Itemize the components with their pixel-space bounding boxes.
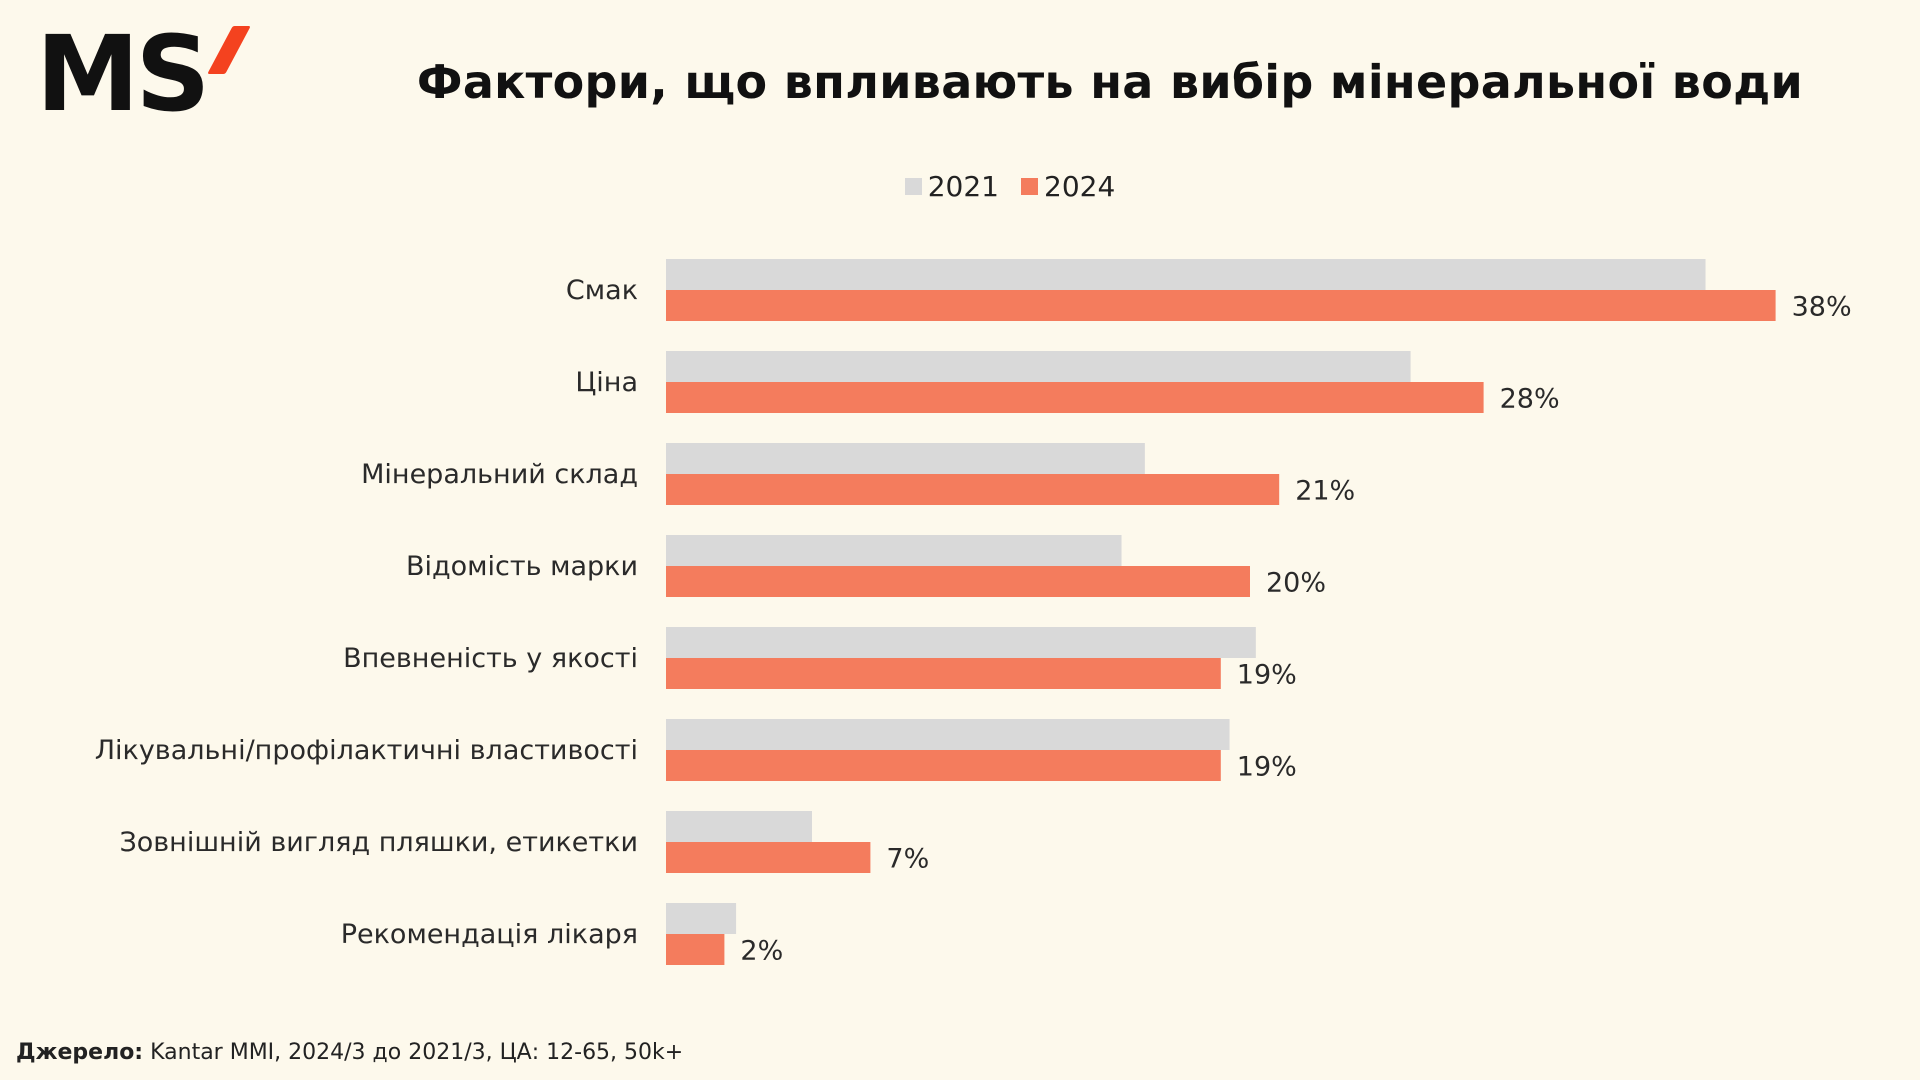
legend-item-2021: 2021 bbox=[904, 170, 999, 203]
value-label-2024-6: 7% bbox=[886, 844, 929, 875]
value-label-2024-0: 38% bbox=[1792, 292, 1852, 323]
chart-title: Фактори, що впливають на вибір мінеральн… bbox=[416, 55, 1804, 109]
bar-2021-7 bbox=[666, 903, 737, 934]
bar-2021-1 bbox=[666, 351, 1411, 382]
bar-2024-4 bbox=[666, 658, 1221, 689]
category-label-6: Зовнішній вигляд пляшки, етикетки bbox=[119, 827, 638, 858]
source-label: Джерело: bbox=[16, 1040, 144, 1065]
legend-label-2021: 2021 bbox=[927, 170, 999, 203]
legend-swatch-2024 bbox=[1021, 178, 1038, 195]
bar-2024-5 bbox=[666, 750, 1221, 781]
source-text: Kantar MMI, 2024/3 до 2021/3, ЦА: 12-65,… bbox=[150, 1040, 684, 1065]
bar-group-3: Відомість марки 20% bbox=[406, 535, 1326, 599]
bar-2021-3 bbox=[666, 535, 1122, 566]
bar-2024-2 bbox=[666, 474, 1280, 505]
bar-2024-7 bbox=[666, 934, 725, 965]
legend-label-2024: 2024 bbox=[1044, 170, 1116, 203]
logo-text: MS bbox=[36, 13, 210, 135]
category-label-5: Лікувальні/профілактичні властивості bbox=[95, 735, 638, 766]
category-label-2: Мінеральний склад bbox=[361, 459, 638, 490]
category-label-4: Впевненість у якості bbox=[343, 643, 638, 674]
value-label-2024-2: 21% bbox=[1295, 476, 1355, 507]
bar-chart: Смак 38% Ціна 28% Мінеральний склад 21% Відомі… bbox=[95, 259, 1852, 967]
bar-2024-1 bbox=[666, 382, 1484, 413]
bar-2021-4 bbox=[666, 627, 1256, 658]
value-label-2024-3: 20% bbox=[1266, 568, 1326, 599]
bar-group-2: Мінеральний склад 21% bbox=[361, 443, 1355, 507]
value-label-2024-1: 28% bbox=[1500, 384, 1560, 415]
bar-group-7: Рекомендація лікаря 2% bbox=[341, 903, 783, 967]
bar-2021-5 bbox=[666, 719, 1230, 750]
bar-2024-0 bbox=[666, 290, 1776, 321]
chart-legend: 2021 2024 bbox=[100, 170, 1920, 203]
bar-group-6: Зовнішній вигляд пляшки, етикетки 7% bbox=[119, 811, 929, 875]
bar-2021-6 bbox=[666, 811, 812, 842]
legend-swatch-2021 bbox=[904, 178, 922, 195]
bar-group-0: Смак 38% bbox=[566, 259, 1852, 323]
value-label-2024-4: 19% bbox=[1237, 660, 1297, 691]
value-label-2024-5: 19% bbox=[1237, 752, 1297, 783]
category-label-7: Рекомендація лікаря bbox=[341, 919, 638, 950]
bar-2021-2 bbox=[666, 443, 1145, 474]
value-label-2024-7: 2% bbox=[740, 936, 783, 967]
bar-2024-6 bbox=[666, 842, 871, 873]
category-label-3: Відомість марки bbox=[406, 551, 638, 582]
category-label-1: Ціна bbox=[575, 367, 638, 398]
logo: MS bbox=[36, 13, 252, 135]
bar-2024-3 bbox=[666, 566, 1250, 597]
bar-group-1: Ціна 28% bbox=[575, 351, 1560, 415]
bar-2021-0 bbox=[666, 259, 1706, 290]
legend-item-2024: 2024 bbox=[1021, 170, 1115, 203]
bar-group-5: Лікувальні/профілактичні властивості 19% bbox=[95, 719, 1297, 783]
category-label-0: Смак bbox=[566, 275, 638, 306]
bar-group-4: Впевненість у якості 19% bbox=[343, 627, 1297, 691]
source-note: Джерело: Kantar MMI, 2024/3 до 2021/3, Ц… bbox=[16, 1040, 683, 1065]
